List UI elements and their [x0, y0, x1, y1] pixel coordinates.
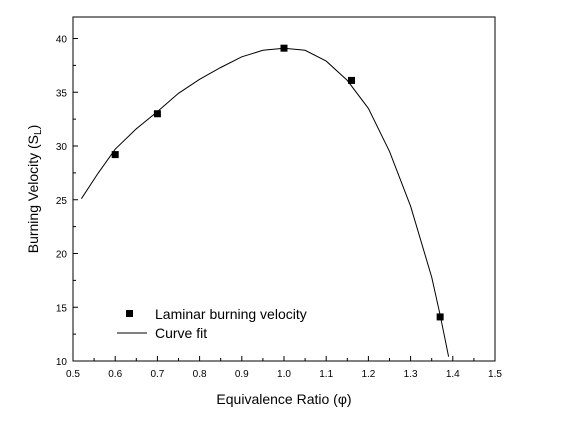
legend-label-markers: Laminar burning velocity — [155, 306, 307, 322]
x-tick-label: 1.3 — [404, 369, 418, 380]
y-tick-label: 25 — [56, 196, 68, 207]
x-tick-label: 0.9 — [235, 369, 249, 380]
x-tick-label: 0.7 — [150, 369, 164, 380]
data-point — [111, 151, 119, 159]
data-point — [153, 110, 161, 118]
y-tick-label: 15 — [56, 303, 68, 314]
x-tick-label: 0.5 — [66, 369, 80, 380]
x-tick-label: 1.0 — [277, 369, 291, 380]
y-tick-label: 35 — [56, 88, 68, 99]
y-tick-label: 20 — [56, 250, 68, 261]
data-point — [348, 76, 356, 84]
y-tick-labels: 10 15 20 25 30 35 40 — [56, 35, 68, 369]
legend-marker-square — [126, 310, 133, 317]
y-tick-label: 30 — [56, 142, 68, 153]
x-tick-labels: 0.5 0.6 0.7 0.8 0.9 1.0 1.1 1.2 1.3 1.4 1.5 — [66, 369, 502, 380]
series-layer — [80, 44, 450, 357]
x-tick-label: 1.4 — [446, 369, 460, 380]
y-axis-title-sub: L — [33, 129, 44, 135]
x-axis-title: Equivalence Ratio (φ) — [216, 391, 351, 407]
curve-fit-line — [80, 47, 450, 357]
y-axis-title: Burning Velocity (SL) — [25, 125, 44, 254]
x-tick-label: 1.2 — [361, 369, 375, 380]
y-tick-label: 10 — [56, 357, 68, 368]
x-tick-label: 1.1 — [319, 369, 333, 380]
legend-label-line: Curve fit — [155, 325, 207, 341]
x-tick-label: 1.5 — [488, 369, 502, 380]
y-axis-title-main: Burning Velocity (S — [25, 135, 41, 253]
y-axis-title-end: ) — [25, 125, 41, 130]
y-tick-label: 40 — [56, 35, 68, 46]
x-tick-label: 0.6 — [108, 369, 122, 380]
x-tick-label: 0.8 — [193, 369, 207, 380]
axis-ticks — [72, 38, 496, 362]
legend: Laminar burning velocity Curve fit — [117, 306, 307, 341]
